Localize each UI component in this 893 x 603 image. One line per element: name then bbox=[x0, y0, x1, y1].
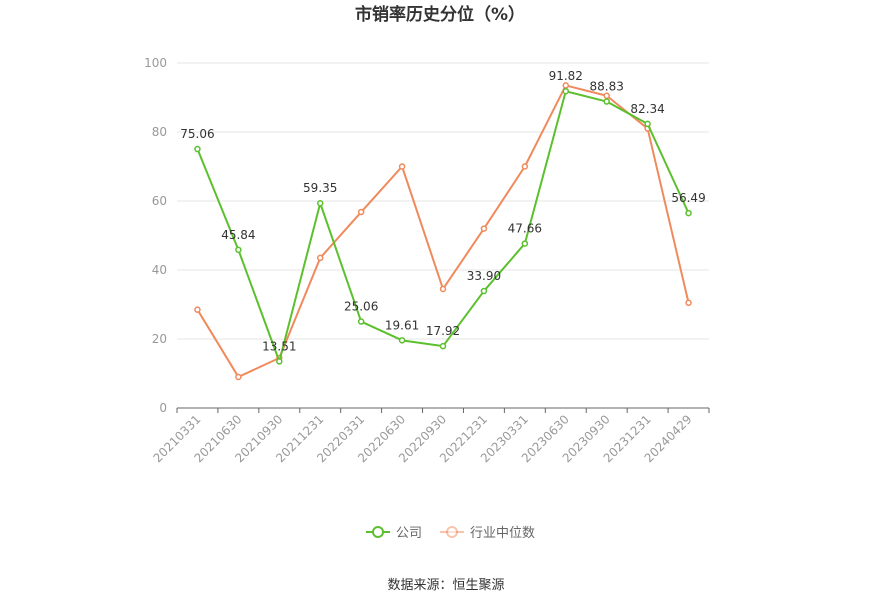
data-label: 17.92 bbox=[426, 324, 460, 338]
data-point bbox=[480, 287, 488, 295]
legend-item-company[interactable]: 公司 bbox=[366, 526, 422, 541]
data-point bbox=[521, 163, 529, 170]
y-tick-label: 0 bbox=[159, 401, 167, 415]
data-point bbox=[562, 82, 570, 89]
y-tick-label: 80 bbox=[152, 125, 167, 139]
data-label: 25.06 bbox=[344, 300, 378, 314]
y-tick-label: 60 bbox=[152, 194, 167, 208]
legend[interactable]: 公司 行业中位数 bbox=[366, 526, 535, 541]
gridlines bbox=[177, 62, 709, 340]
series-lines bbox=[194, 82, 692, 381]
y-tick-label: 20 bbox=[152, 332, 167, 346]
data-label: 13.51 bbox=[262, 339, 296, 353]
data-point bbox=[603, 98, 610, 105]
y-axis: 0 20 40 60 80 100 bbox=[144, 56, 167, 415]
data-label: 56.49 bbox=[671, 191, 705, 205]
data-point bbox=[562, 87, 570, 95]
data-point bbox=[439, 285, 447, 293]
data-point bbox=[644, 120, 651, 128]
data-label: 45.84 bbox=[221, 228, 255, 242]
data-point bbox=[276, 358, 283, 365]
data-label: 47.66 bbox=[508, 222, 542, 236]
x-axis: 2021033120210630202109302021123120220331… bbox=[150, 407, 710, 465]
data-point bbox=[685, 209, 692, 217]
data-point bbox=[398, 337, 406, 344]
data-point bbox=[685, 299, 692, 307]
y-tick-label: 100 bbox=[144, 56, 167, 70]
data-label: 91.82 bbox=[549, 69, 583, 83]
data-point bbox=[357, 318, 365, 325]
legend-item-industry-median[interactable]: 行业中位数 bbox=[440, 526, 535, 541]
data-point bbox=[357, 208, 365, 216]
chart-title: 市销率历史分位（%） bbox=[355, 4, 525, 25]
data-point bbox=[235, 373, 242, 381]
y-tick-label: 40 bbox=[152, 263, 167, 277]
data-label: 19.61 bbox=[385, 318, 419, 332]
legend-label: 公司 bbox=[396, 526, 422, 541]
legend-label: 行业中位数 bbox=[470, 526, 535, 541]
data-source: 数据来源：恒生聚源 bbox=[387, 578, 504, 593]
data-point bbox=[603, 92, 610, 100]
data-labels: 75.06 45.84 13.51 59.35 25.06 19.61 17.92 33.90… bbox=[180, 69, 705, 353]
legend-marker-icon bbox=[372, 526, 384, 538]
data-label: 33.90 bbox=[467, 269, 501, 283]
data-point bbox=[439, 342, 447, 350]
data-point bbox=[194, 145, 201, 153]
data-point bbox=[398, 163, 406, 170]
data-label: 59.35 bbox=[303, 181, 337, 195]
data-point bbox=[480, 225, 488, 232]
legend-marker-icon bbox=[446, 526, 458, 538]
data-label: 75.06 bbox=[180, 127, 214, 141]
data-point bbox=[521, 240, 529, 247]
data-point bbox=[316, 254, 324, 262]
data-label: 88.83 bbox=[590, 80, 624, 94]
data-point bbox=[194, 306, 201, 313]
data-point bbox=[235, 246, 242, 254]
data-point bbox=[316, 199, 324, 207]
data-label: 82.34 bbox=[630, 102, 664, 116]
